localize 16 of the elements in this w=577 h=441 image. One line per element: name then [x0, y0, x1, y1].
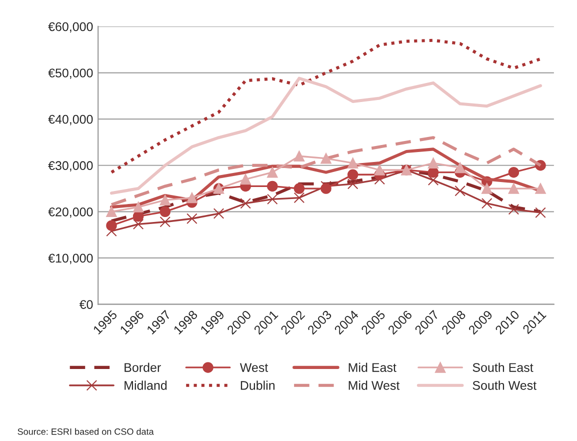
y-tick-label: €30,000 [48, 161, 93, 172]
y-tick-label: €0 [79, 300, 93, 309]
legend-label: Mid East [348, 362, 396, 372]
legend-label: South West [472, 380, 536, 390]
legend-label: Dublin [240, 380, 275, 390]
y-tick-label: €60,000 [48, 22, 93, 33]
legend-label: Border [124, 362, 161, 372]
legend-label: Mid West [348, 380, 400, 390]
y-tick-label: €20,000 [48, 207, 93, 218]
source-note: Source: ESRI based on CSO data [18, 428, 154, 435]
y-tick-label: €10,000 [48, 254, 93, 264]
legend-label: Midland [124, 380, 167, 390]
legend-label: South East [472, 362, 534, 372]
legend-label: West [240, 363, 268, 372]
y-tick-label: €50,000 [48, 68, 93, 79]
y-tick-label: €40,000 [48, 114, 93, 126]
